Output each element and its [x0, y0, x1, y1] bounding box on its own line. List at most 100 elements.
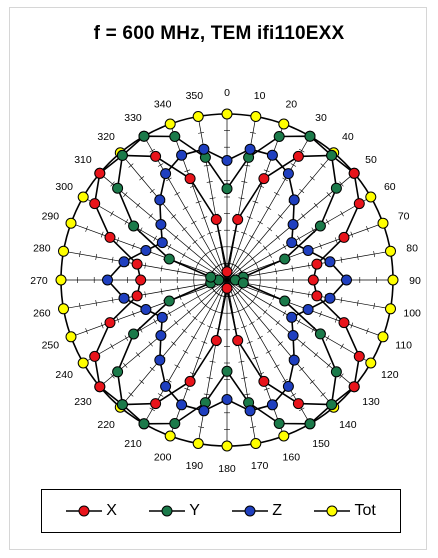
radial-tick — [203, 164, 210, 167]
angle-label: 290 — [42, 211, 60, 223]
point-y — [326, 149, 338, 161]
legend-marker-y — [149, 505, 186, 517]
radial-tick — [282, 177, 288, 182]
radial-tick — [356, 253, 359, 260]
angle-label: 10 — [254, 90, 266, 102]
radial-tick — [350, 231, 354, 238]
radial-tick — [356, 300, 359, 307]
radial-tick — [193, 282, 196, 289]
radial-tick — [110, 373, 115, 379]
point-x — [104, 231, 116, 243]
angle-label: 170 — [251, 460, 269, 472]
radial-tick — [334, 316, 338, 323]
radial-tick — [149, 407, 156, 412]
radial-tick — [116, 237, 120, 244]
radial-tick — [238, 360, 245, 363]
radial-tick — [148, 213, 153, 219]
point-tot — [164, 430, 176, 442]
point-x — [104, 317, 116, 329]
radial-tick — [132, 311, 135, 317]
radial-tick — [174, 191, 180, 196]
point-z — [287, 219, 299, 230]
radial-tick — [192, 315, 198, 321]
point-y — [221, 183, 233, 195]
radial-tick — [181, 328, 187, 334]
point-x — [338, 231, 350, 243]
radial-tick — [277, 341, 283, 346]
angle-label: 250 — [42, 339, 60, 351]
radial-tick — [319, 311, 322, 317]
radial-tick — [244, 164, 251, 167]
radial-tick — [282, 378, 288, 383]
radial-tick — [274, 191, 280, 196]
radial-tick — [135, 352, 141, 358]
point-y — [304, 418, 316, 430]
radial-tick — [298, 148, 305, 153]
radial-tick — [253, 260, 258, 267]
radial-tick — [241, 377, 248, 379]
radial-tick — [95, 300, 98, 307]
point-x — [89, 198, 101, 210]
point-z — [341, 274, 352, 286]
radial-tick — [320, 163, 326, 168]
radial-tick — [149, 148, 156, 153]
radial-tick — [171, 341, 177, 346]
point-tot — [192, 111, 204, 122]
radial-tick — [275, 285, 277, 292]
radial-tick — [199, 321, 205, 325]
angle-label: 130 — [362, 396, 380, 408]
point-z — [154, 194, 166, 206]
radial-tick — [339, 181, 344, 187]
point-z — [160, 168, 172, 180]
radial-tick — [184, 387, 191, 391]
radial-tick — [149, 188, 155, 194]
radial-tick — [173, 320, 179, 326]
radial-tick — [203, 252, 209, 257]
point-x — [307, 274, 319, 286]
radial-tick — [258, 271, 261, 278]
angle-label: 320 — [97, 131, 115, 143]
point-x — [258, 375, 270, 387]
radial-tick — [246, 216, 253, 219]
radial-tick — [184, 169, 191, 173]
radial-tick — [253, 293, 258, 300]
radial-tick — [235, 309, 242, 313]
radial-tick — [195, 356, 202, 360]
point-tot — [221, 440, 233, 452]
radial-tick — [171, 214, 177, 219]
point-x — [94, 167, 106, 179]
radial-tick — [373, 251, 375, 258]
radial-tick — [148, 341, 153, 347]
angle-label: 260 — [33, 308, 51, 320]
radial-tick — [267, 328, 273, 334]
radial-tick — [249, 321, 255, 325]
point-tot — [365, 357, 377, 369]
radial-tick — [196, 260, 201, 267]
legend-marker-z — [232, 505, 269, 517]
radial-tick — [209, 360, 216, 363]
point-y — [326, 399, 338, 411]
point-y — [116, 149, 128, 161]
radial-tick — [313, 352, 319, 358]
radial-tick — [246, 341, 253, 344]
radial-tick — [241, 231, 247, 235]
radial-tick — [193, 271, 196, 278]
radial-tick — [252, 356, 259, 360]
radial-tick — [201, 341, 208, 344]
point-x — [232, 214, 244, 225]
angle-label: 120 — [381, 369, 399, 381]
radial-tick — [307, 291, 310, 298]
point-y — [314, 328, 326, 340]
point-tot — [192, 438, 204, 449]
radial-tick — [79, 302, 81, 309]
point-x — [258, 173, 270, 185]
radial-tick — [177, 285, 179, 292]
angle-label: 70 — [398, 211, 410, 223]
radial-tick — [319, 243, 322, 249]
point-y — [237, 277, 249, 289]
point-z — [155, 219, 167, 230]
point-x — [210, 335, 222, 346]
radial-tick — [177, 268, 179, 275]
angle-label: 230 — [74, 396, 92, 408]
point-x — [221, 282, 233, 294]
